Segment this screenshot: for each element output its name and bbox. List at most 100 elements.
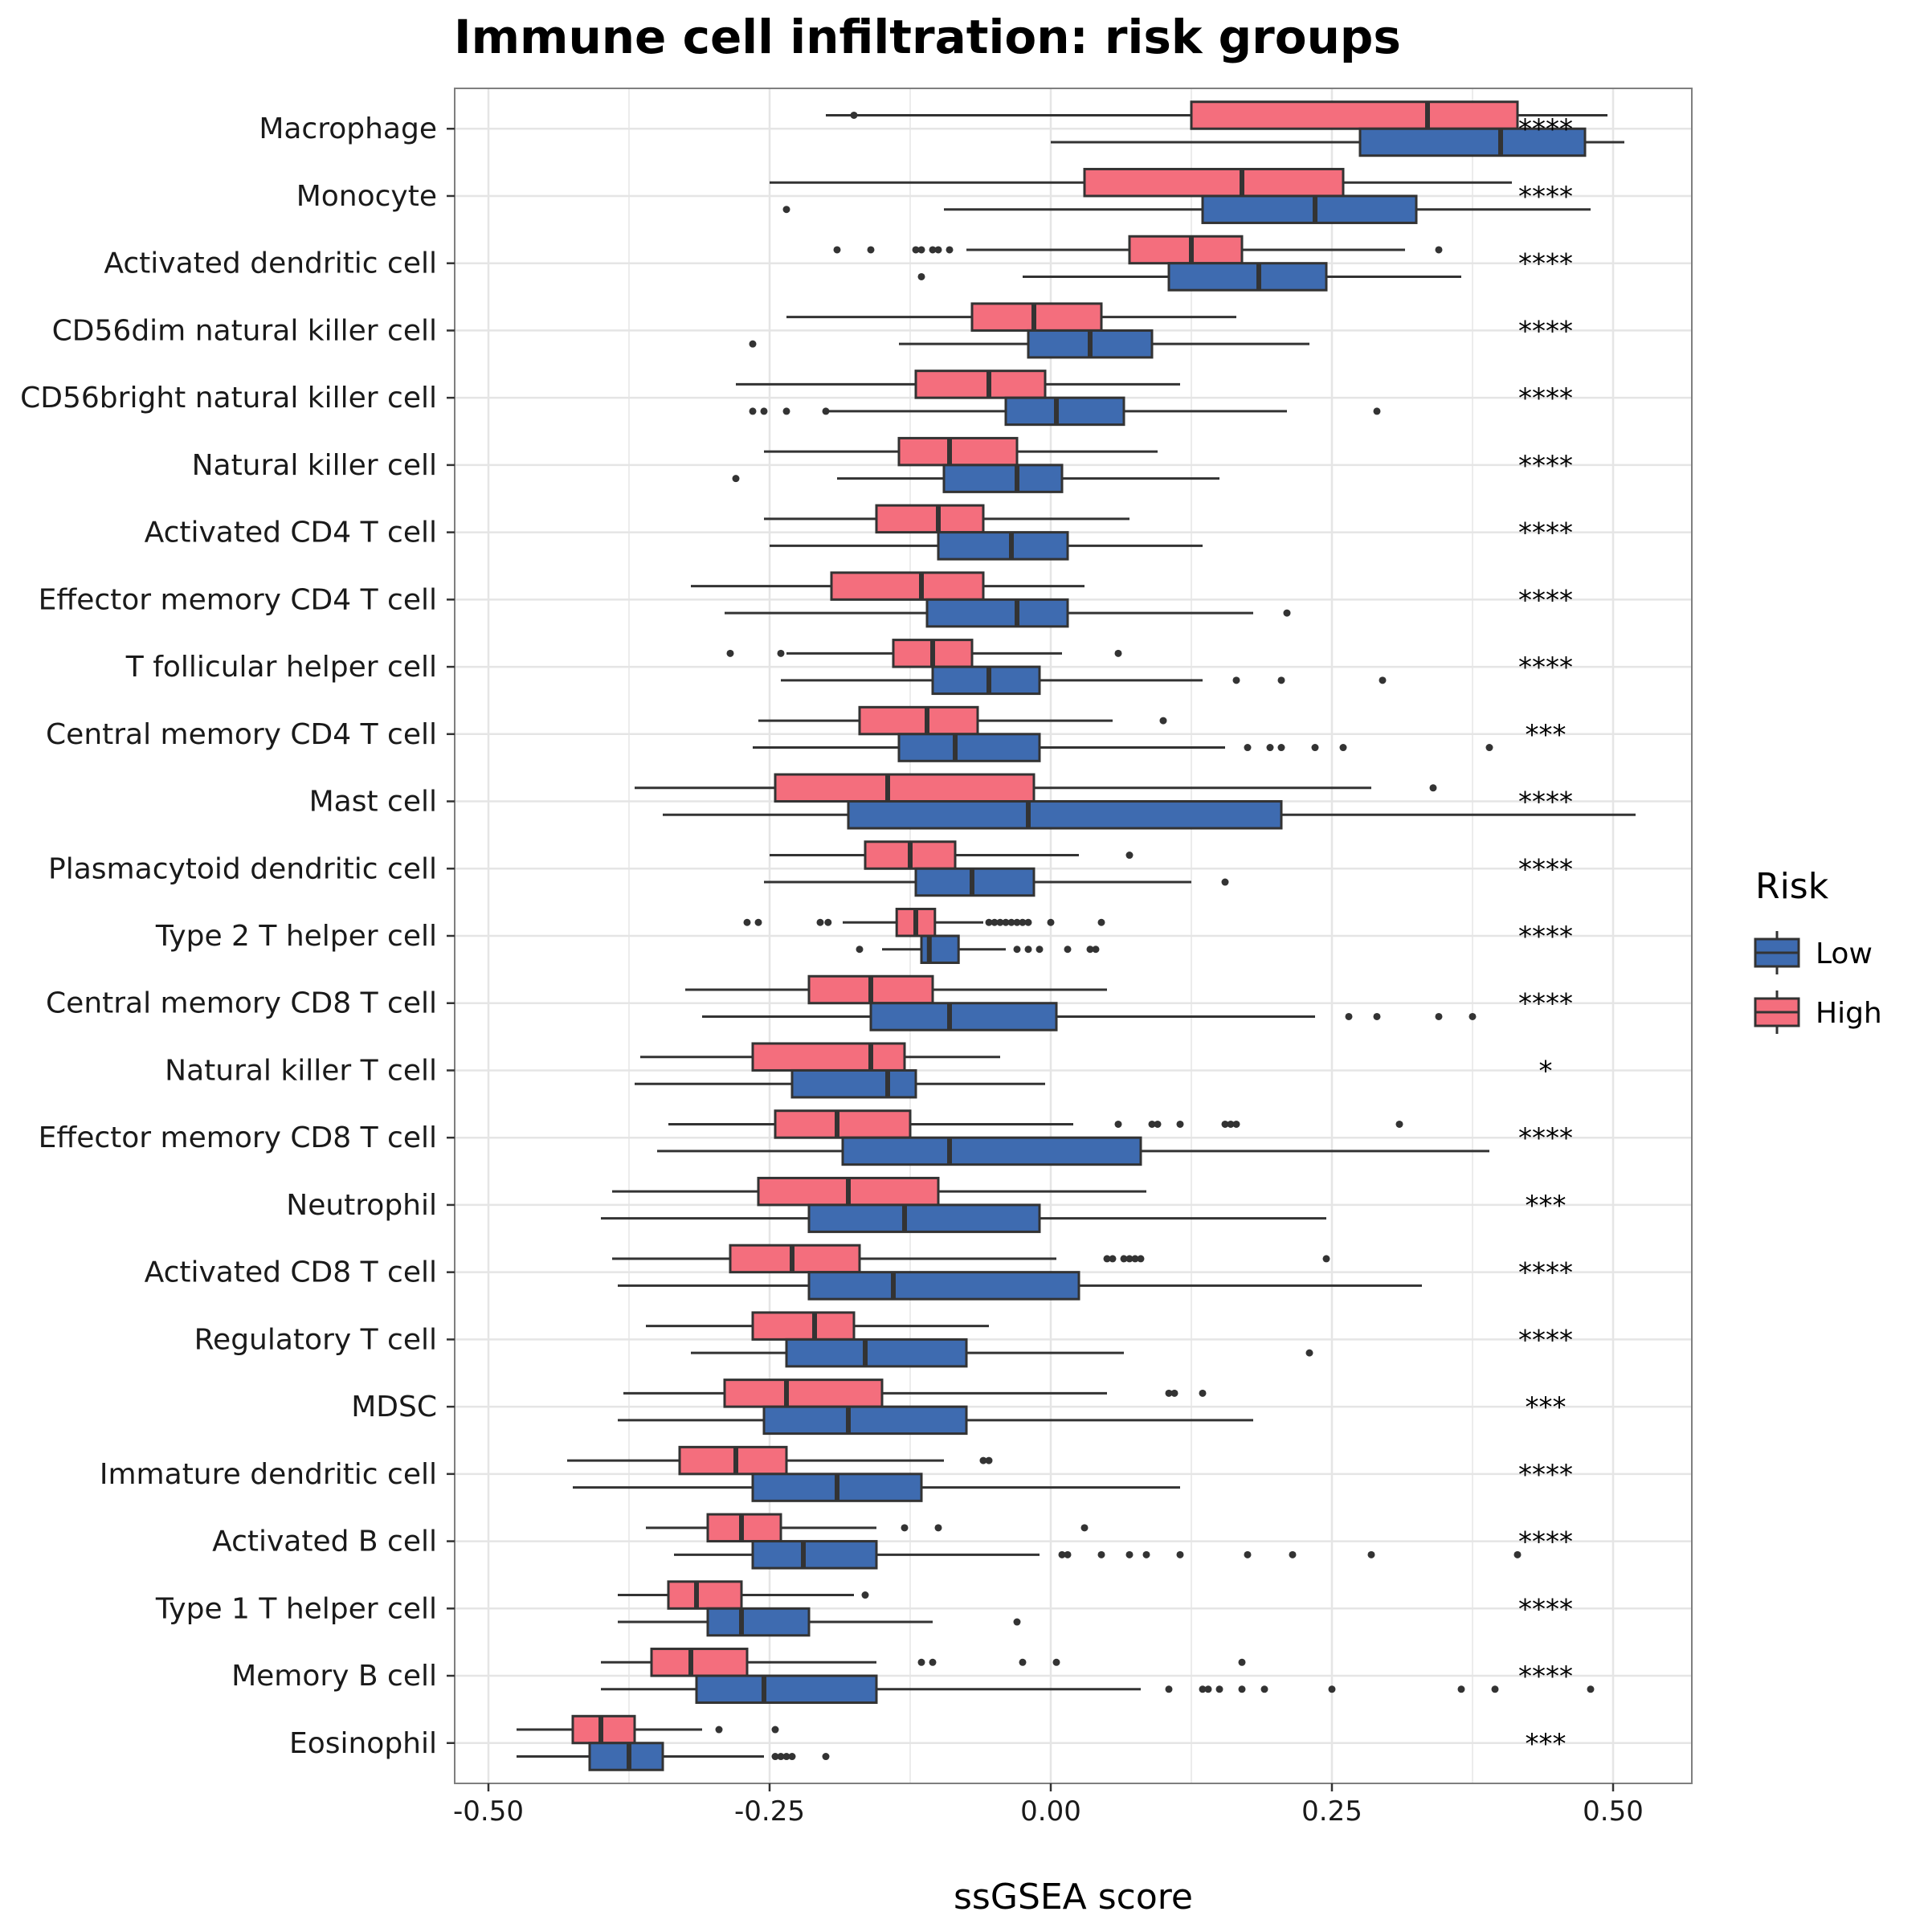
box-iqr <box>1004 396 1125 427</box>
outlier-point <box>1125 852 1134 860</box>
box-iqr <box>807 1271 1080 1301</box>
y-tick-label: CD56bright natural killer cell <box>20 382 437 415</box>
outlier-point <box>833 246 841 254</box>
box-iqr <box>1190 100 1519 130</box>
outlier-point <box>1170 1389 1178 1397</box>
legend-label: High <box>1816 997 1882 1030</box>
outlier-point <box>1204 1685 1212 1693</box>
outlier-point <box>743 918 751 926</box>
box-high <box>770 167 1512 198</box>
box-iqr <box>571 1714 636 1745</box>
outlier-point <box>929 246 937 254</box>
box-high <box>826 100 1607 130</box>
y-tick-label: Immature dendritic cell <box>100 1458 437 1491</box>
box-iqr <box>588 1742 664 1771</box>
box-iqr <box>897 733 1041 762</box>
outlier-point <box>1176 1550 1184 1558</box>
significance-label: *** <box>1526 1190 1566 1222</box>
box-low <box>657 1136 1489 1166</box>
legend-items: Low High <box>1754 931 1882 1034</box>
outlier-point <box>760 407 768 415</box>
box-high <box>517 1714 779 1745</box>
y-tick-label: Effector memory CD8 T cell <box>39 1121 437 1154</box>
box-high <box>786 302 1236 332</box>
outlier-point <box>1232 1120 1240 1128</box>
outlier-point <box>1283 609 1291 617</box>
x-tick-label: 0.25 <box>1301 1795 1362 1828</box>
outlier-point <box>917 1658 925 1666</box>
outlier-point <box>917 272 925 280</box>
outlier-point <box>912 246 920 254</box>
outlier-point <box>1013 946 1021 954</box>
box-iqr <box>762 1405 968 1436</box>
outlier-point <box>1457 1685 1465 1693</box>
outlier-point <box>1131 1255 1139 1263</box>
box-iqr <box>841 1136 1142 1166</box>
box-high <box>623 1379 1207 1408</box>
outlier-point <box>771 1753 779 1761</box>
outlier-point <box>1339 744 1347 752</box>
box-iqr <box>695 1674 878 1705</box>
significance-label: **** <box>1518 1257 1573 1289</box>
outlier-point <box>1103 1255 1111 1263</box>
outlier-point <box>1379 676 1387 684</box>
significance-label: **** <box>1518 786 1573 819</box>
outlier-point <box>1328 1685 1336 1693</box>
box-iqr <box>667 1580 743 1610</box>
box-high <box>770 840 1134 870</box>
significance-label: **** <box>1518 988 1573 1020</box>
outlier-point <box>1468 1012 1477 1020</box>
significance-label: **** <box>1518 1593 1573 1625</box>
outlier-point <box>1114 1120 1122 1128</box>
y-tick-label: T follicular helper cell <box>125 651 437 684</box>
outlier-point <box>1227 1120 1235 1128</box>
box-iqr <box>931 665 1041 696</box>
y-tick-label: Regulatory T cell <box>194 1323 437 1356</box>
significance-label: **** <box>1518 1526 1573 1558</box>
outlier-point <box>850 111 858 119</box>
outlier-point <box>1199 1389 1207 1397</box>
y-tick-label: Mast cell <box>309 786 437 819</box>
outlier-point <box>824 918 832 926</box>
outlier-point <box>1367 1550 1375 1558</box>
box-low <box>663 800 1636 830</box>
outlier-point <box>1109 1255 1117 1263</box>
legend-label: Low <box>1816 937 1873 970</box>
box-iqr <box>807 1203 1041 1233</box>
y-tick-label: Activated dendritic cell <box>104 247 437 280</box>
outlier-point <box>867 246 875 254</box>
outlier-point <box>1289 1550 1297 1558</box>
box-low <box>618 1607 1021 1637</box>
box-iqr <box>774 1109 912 1139</box>
box-iqr <box>830 571 985 601</box>
box-high <box>646 1311 989 1341</box>
outlier-point <box>1277 676 1285 684</box>
significance-label: *** <box>1526 1728 1566 1760</box>
box-low <box>725 598 1291 628</box>
outlier-point <box>1176 1120 1184 1128</box>
significance-label: **** <box>1518 853 1573 885</box>
box-high <box>612 1244 1330 1274</box>
outlier-point <box>1024 918 1032 926</box>
box-low <box>691 1338 1313 1368</box>
box-high <box>635 773 1437 803</box>
y-tick-label: Type 2 T helper cell <box>155 920 437 953</box>
outlier-point <box>1244 744 1252 752</box>
outlier-point <box>1513 1550 1522 1558</box>
outlier-point <box>1260 1685 1268 1693</box>
y-tick-label: Central memory CD8 T cell <box>46 987 437 1020</box>
significance-label: **** <box>1518 382 1573 415</box>
box-low <box>635 1068 1045 1099</box>
outlier-point <box>1221 1120 1229 1128</box>
outlier-point <box>726 649 734 657</box>
y-tick-label: Monocyte <box>296 180 437 213</box>
box-low <box>749 396 1381 427</box>
outlier-point <box>1097 1550 1105 1558</box>
x-tick-label: 0.00 <box>1020 1795 1081 1828</box>
box-iqr <box>858 705 979 736</box>
outlier-point <box>1159 717 1167 725</box>
outlier-point <box>1013 1618 1021 1626</box>
outlier-point <box>856 946 864 954</box>
box-iqr <box>1358 127 1587 157</box>
box-iqr <box>1128 235 1244 265</box>
